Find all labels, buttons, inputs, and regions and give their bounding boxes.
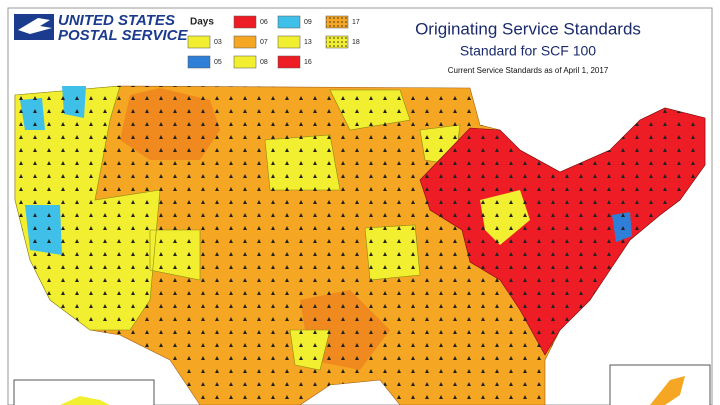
legend-label: 13 bbox=[304, 39, 312, 46]
legend-swatch bbox=[233, 35, 257, 49]
legend-swatch bbox=[277, 55, 301, 69]
note: Current Service Standards as of April 1,… bbox=[448, 66, 609, 75]
map bbox=[13, 85, 711, 405]
legend-swatch bbox=[233, 55, 257, 69]
legend-label: 08 bbox=[260, 59, 268, 66]
legend-swatch bbox=[233, 15, 257, 29]
inset-shape bbox=[650, 376, 685, 405]
legend-label: 05 bbox=[214, 59, 222, 66]
logo-eagle-shape bbox=[18, 18, 52, 34]
legend-label: 06 bbox=[260, 19, 268, 26]
legend-title: Days bbox=[190, 17, 214, 28]
legend-swatch bbox=[277, 15, 301, 29]
legend-swatch bbox=[277, 35, 301, 49]
legend: 06 09 17 03 07 13 18 05 08 16 bbox=[187, 15, 360, 69]
legend-label: 17 bbox=[352, 19, 360, 26]
map-symbols bbox=[15, 86, 705, 405]
legend-swatch bbox=[187, 35, 211, 49]
legend-label: 03 bbox=[214, 39, 222, 46]
legend-label: 16 bbox=[304, 59, 312, 66]
legend-label: 07 bbox=[260, 39, 268, 46]
legend-label: 09 bbox=[304, 19, 312, 26]
legend-swatch-pattern bbox=[326, 36, 348, 48]
title: Originating Service Standards bbox=[415, 19, 641, 38]
subtitle: Standard for SCF 100 bbox=[460, 43, 596, 59]
legend-swatch bbox=[187, 55, 211, 69]
legend-label: 18 bbox=[352, 39, 360, 46]
inset-shape bbox=[60, 396, 110, 405]
logo-line: POSTAL SERVICE bbox=[58, 27, 188, 44]
legend-swatch-pattern bbox=[326, 16, 348, 28]
logo-line: UNITED STATES bbox=[58, 12, 175, 29]
